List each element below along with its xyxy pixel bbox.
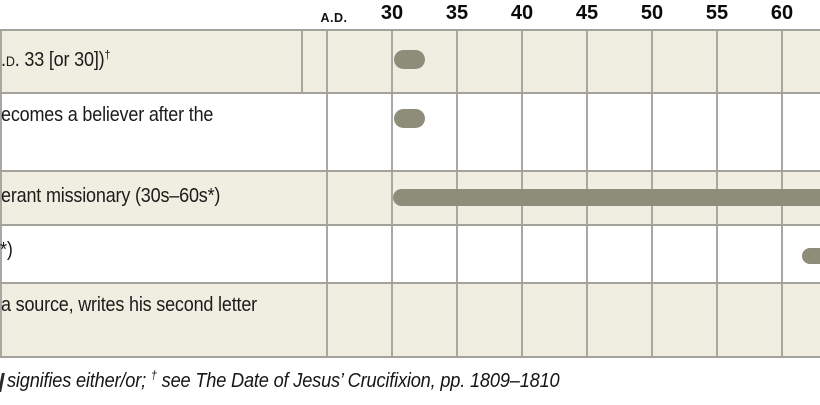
row-label-1: .d. 33 [or 30])†: [1, 48, 110, 72]
row-label-2: ecomes a believer after the: [1, 103, 213, 127]
row-label-3: erant missionary (30s–60s*): [1, 184, 220, 208]
timeline-bar: [801, 247, 820, 264]
footnote-part2: see The Date of Jesus’ Crucifixion, pp. …: [156, 370, 560, 392]
row-label-4: *): [0, 238, 13, 262]
row-label-5: a source, writes his second letter: [1, 293, 257, 317]
clipped-glyph: [0, 373, 5, 392]
grid-vline: [0, 30, 2, 357]
year-tick-45: 45: [575, 2, 599, 24]
row-label-3-text: erant missionary (30s–60s*): [1, 185, 221, 207]
timeline-bar: [392, 189, 820, 206]
timeline-row-5: [0, 283, 820, 357]
grid-hline: [0, 224, 820, 226]
row-label-2-text: ecomes a believer after the: [1, 104, 214, 126]
timeline-bar: [393, 109, 425, 128]
timeline-row-2: [0, 93, 820, 171]
timeline-row-4: [0, 225, 820, 283]
era-smallcaps: .d.: [1, 49, 20, 71]
year-tick-55: 55: [705, 2, 729, 24]
timeline-bar: [393, 50, 425, 69]
grid-vline: [325, 30, 328, 357]
year-tick-40: 40: [510, 2, 534, 24]
grid-hline: [0, 170, 820, 172]
grid-hline: [0, 29, 820, 31]
row-label-4-text: *): [0, 239, 13, 261]
grid-vline: [390, 30, 393, 357]
year-tick-60: 60: [770, 2, 794, 24]
year-tick-50: 50: [640, 2, 664, 24]
grid-hline: [0, 282, 820, 284]
era-label: A.D.: [320, 11, 348, 25]
grid-hline: [0, 92, 820, 94]
dagger-marker: †: [150, 368, 157, 383]
dagger-marker: †: [104, 47, 111, 62]
row-label-1-text: 33 [or 30]): [19, 49, 105, 71]
footnote-part1: signifies either/or;: [7, 370, 151, 392]
year-tick-30: 30: [380, 2, 404, 24]
grid-hline: [0, 356, 820, 358]
grid-vline-partial: [300, 30, 303, 93]
footnote: signifies either/or; † see The Date of J…: [7, 368, 560, 393]
row-label-5-text: a source, writes his second letter: [1, 294, 258, 316]
year-tick-35: 35: [445, 2, 469, 24]
